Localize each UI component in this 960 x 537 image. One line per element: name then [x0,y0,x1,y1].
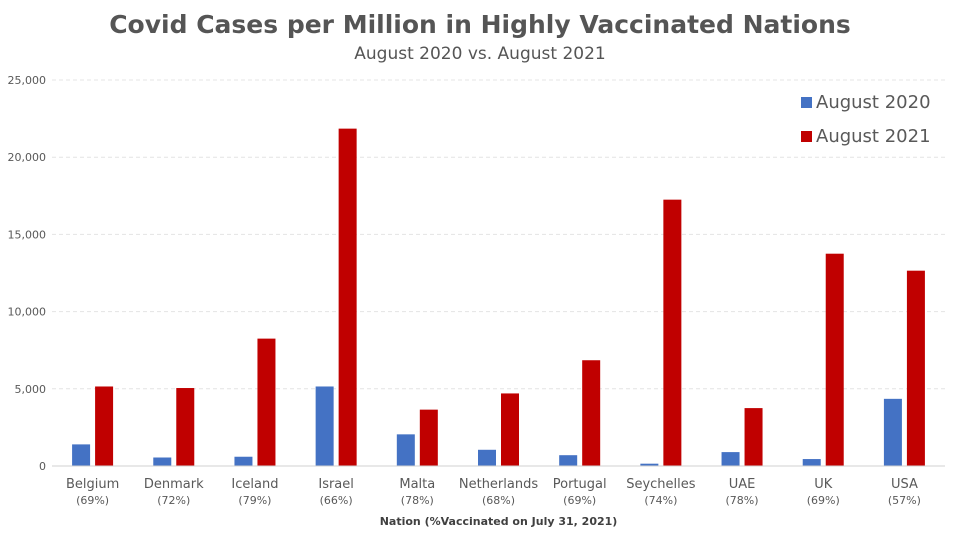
x-tick-sublabel: (78%) [401,494,434,507]
x-tick-sublabel: (69%) [807,494,840,507]
x-tick-label: Israel [318,477,354,492]
x-tick-label: Denmark [144,477,204,492]
bar-aug2020-israel [315,386,334,466]
bar-aug2020-iceland [234,456,253,466]
legend-label: August 2020 [816,92,931,113]
bar-aug2021-belgium [95,386,114,466]
x-tick-sublabel: (68%) [482,494,515,507]
y-tick-label: 0 [39,460,46,473]
chart-subtitle: August 2020 vs. August 2021 [354,44,606,64]
bar-aug2020-usa [883,398,902,466]
x-tick-label: USA [891,477,918,492]
x-tick-label: Seychelles [626,477,696,492]
x-tick-sublabel: (78%) [726,494,759,507]
x-tick-label: Iceland [231,477,278,492]
x-tick-sublabel: (66%) [320,494,353,507]
bar-aug2021-usa [906,270,925,466]
chart-title: Covid Cases per Million in Highly Vaccin… [109,10,851,39]
bar-aug2021-portugal [582,360,601,466]
y-tick-label: 15,000 [8,228,47,241]
bar-aug2020-malta [396,434,415,466]
y-tick-label: 25,000 [8,74,47,87]
y-tick-label: 20,000 [8,151,47,164]
bar-aug2020-seychelles [640,463,659,466]
legend-label: August 2021 [816,126,931,147]
bar-aug2021-denmark [176,388,195,466]
bar-aug2021-seychelles [663,199,682,466]
gridlines [52,79,945,390]
bar-aug2021-malta [419,409,438,466]
x-tick-label: Netherlands [459,477,538,492]
x-tick-sublabel: (72%) [157,494,190,507]
bar-aug2020-uae [721,452,740,466]
x-tick-label: Belgium [66,477,119,492]
legend-swatch [801,97,812,108]
x-tick-sublabel: (74%) [644,494,677,507]
x-axis-tick-labels: Belgium (69%) Denmark (72%) Iceland (79%) Isra… [66,477,921,507]
bar-aug2021-uk [825,253,844,466]
x-tick-label: UAE [729,477,756,492]
legend: August 2020 August 2021 [801,92,931,147]
y-tick-label: 10,000 [8,306,47,319]
bar-aug2020-portugal [559,455,578,466]
bar-aug2020-netherlands [478,449,496,466]
bar-aug2020-denmark [153,457,172,466]
x-tick-sublabel: (79%) [238,494,271,507]
x-tick-sublabel: (69%) [76,494,109,507]
y-axis-tick-labels: 0 5,000 10,000 15,000 20,000 25,000 [8,74,47,473]
bar-aug2020-belgium [72,444,91,466]
x-axis-title: Nation (%Vaccinated on July 31, 2021) [380,515,618,528]
bar-aug2021-iceland [257,338,276,466]
x-tick-label: UK [814,477,833,492]
bar-aug2021-uae [744,408,763,466]
legend-swatch [801,131,812,142]
x-tick-label: Portugal [553,477,607,492]
x-tick-label: Malta [399,477,435,492]
bars [72,128,925,467]
x-tick-sublabel: (69%) [563,494,596,507]
y-tick-label: 5,000 [15,383,47,396]
bar-aug2020-uk [802,459,821,466]
bar-aug2021-netherlands [501,393,519,466]
x-tick-sublabel: (57%) [888,494,921,507]
bar-aug2021-israel [338,128,357,467]
